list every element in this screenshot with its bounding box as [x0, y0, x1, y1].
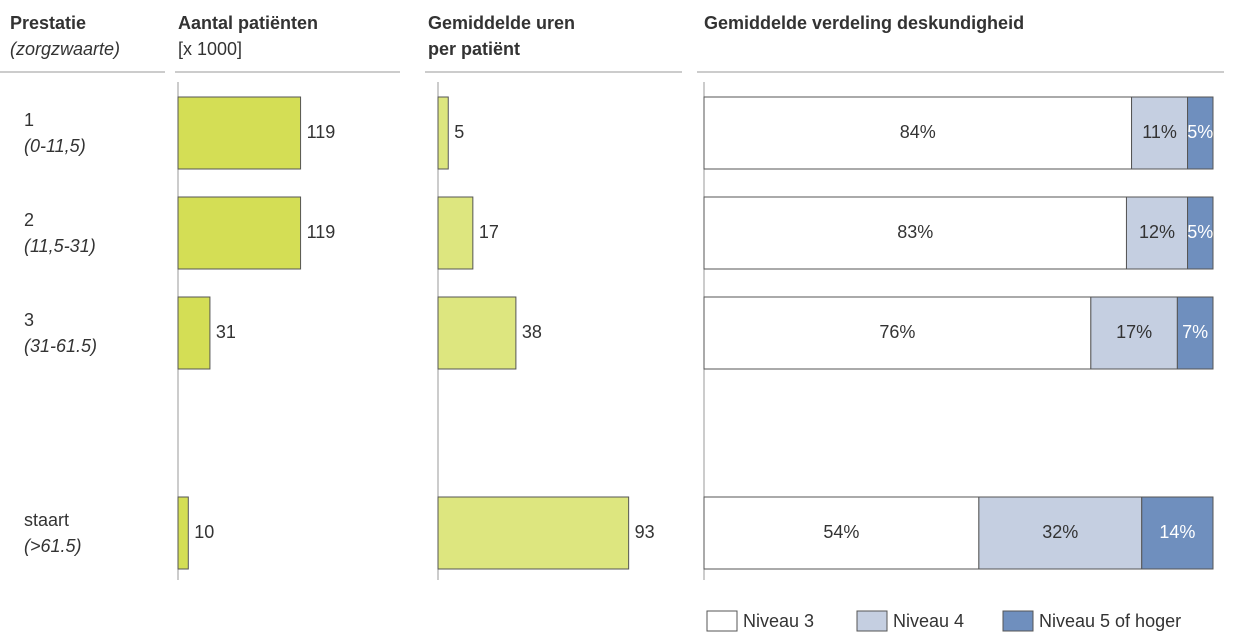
bar-segment [703, 296, 1092, 370]
legend-label: Niveau 5 of hoger [1039, 611, 1181, 631]
chart-title: Gemiddelde verdeling deskundigheid [704, 13, 1024, 33]
value-label: 84% [900, 122, 936, 142]
value-label: 31 [216, 322, 236, 342]
value-label: 12% [1139, 222, 1175, 242]
row-range: (11,5-31) [24, 236, 96, 256]
row-label: 1 [24, 110, 34, 130]
bar-segment [703, 96, 1133, 170]
value-label: 119 [307, 222, 336, 242]
row-label: staart [24, 510, 69, 530]
value-label: 5 [454, 122, 464, 142]
bar [177, 496, 189, 570]
legend-swatch [706, 610, 738, 632]
row-header-subtitle: (zorgzwaarte) [10, 39, 120, 59]
value-label: 76% [879, 322, 915, 342]
value-label: 38 [522, 322, 542, 342]
bar-segment [978, 496, 1143, 570]
chart-title: Gemiddelde uren per patiënt [428, 13, 575, 59]
value-label: 83% [897, 222, 933, 242]
legend-swatch [1002, 610, 1034, 632]
value-label: 5% [1187, 122, 1213, 142]
legend-label: Niveau 3 [743, 611, 814, 631]
chart-title: Aantal patiënten [178, 13, 318, 33]
value-label: 11% [1142, 122, 1177, 142]
row-range: (>61.5) [24, 536, 82, 556]
value-label: 32% [1042, 522, 1078, 542]
bar-segment [1187, 196, 1214, 270]
value-label: 119 [307, 122, 336, 142]
value-label: 17% [1116, 322, 1152, 342]
bar-segment [1141, 496, 1214, 570]
value-label: 5% [1187, 222, 1213, 242]
bar-segment [703, 196, 1127, 270]
row-label: 2 [24, 210, 34, 230]
chart-subtitle: [x 1000] [178, 39, 242, 59]
bar [437, 96, 449, 170]
value-label: 93 [635, 522, 655, 542]
bar-segment [703, 496, 980, 570]
value-label: 10 [194, 522, 214, 542]
legend-label: Niveau 4 [893, 611, 964, 631]
row-range: (31-61.5) [24, 336, 97, 356]
row-range: (0-11,5) [24, 136, 86, 156]
value-label: 54% [823, 522, 859, 542]
bar [437, 196, 474, 270]
row-header-title: Prestatie [10, 13, 86, 33]
bar [177, 196, 302, 270]
value-label: 7% [1182, 322, 1208, 342]
value-label: 17 [479, 222, 499, 242]
legend-swatch [856, 610, 888, 632]
bar [177, 96, 302, 170]
bar-segment [1125, 196, 1189, 270]
bar-segment [1176, 296, 1214, 370]
bar-segment [1187, 96, 1214, 170]
bar [177, 296, 211, 370]
value-label: 14% [1159, 522, 1195, 542]
bar [437, 296, 517, 370]
bar-segment [1131, 96, 1189, 170]
bar [437, 496, 630, 570]
row-label: 3 [24, 310, 34, 330]
